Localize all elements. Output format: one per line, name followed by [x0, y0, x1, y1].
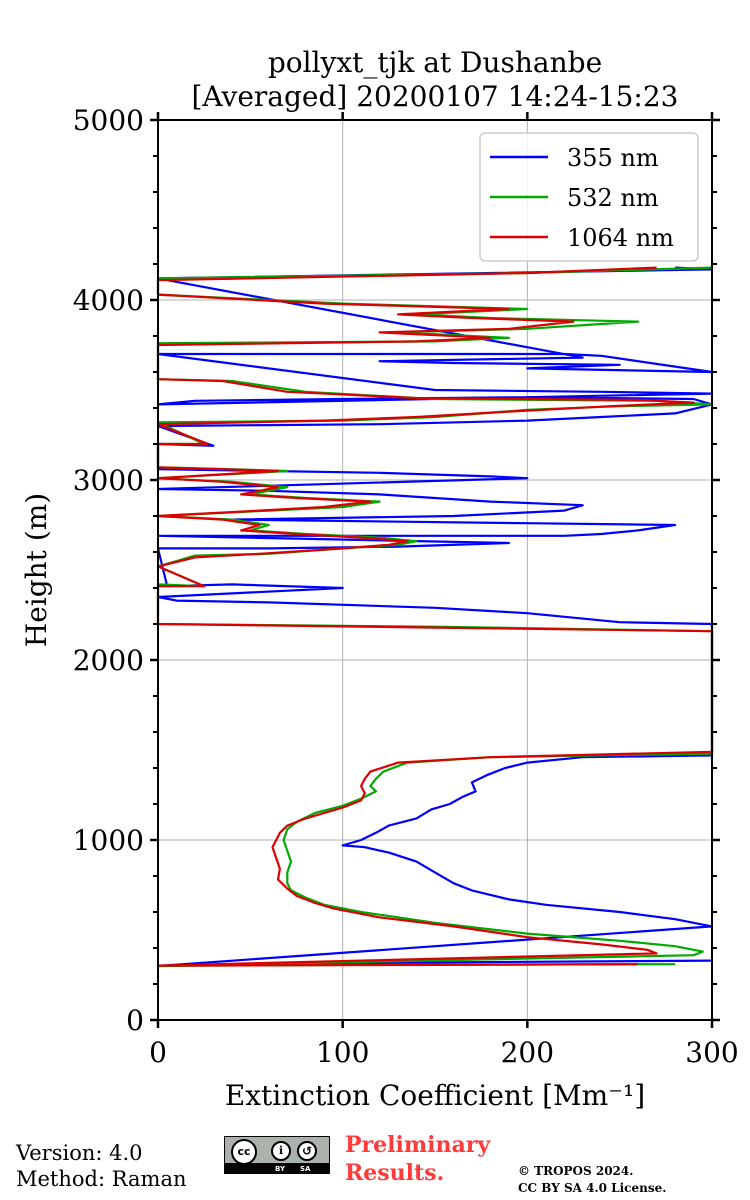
x-tick-label: 0: [149, 1036, 167, 1069]
legend: 355 nm 532 nm 1064 nm: [479, 132, 699, 262]
chart-subtitle: [Averaged] 20200107 14:24-15:23: [192, 80, 679, 113]
series-line-355-nm: [156, 266, 714, 968]
chart-title: pollyxt_tjk at Dushanbe: [268, 46, 602, 79]
series-line-1064-nm: [156, 266, 714, 967]
by-label: BY: [275, 1165, 286, 1173]
legend-label: 355 nm: [567, 144, 659, 172]
version-label: Version: 4.0: [16, 1141, 143, 1165]
y-tick-label: 4000: [73, 284, 144, 317]
legend-label: 532 nm: [567, 184, 659, 212]
y-tick-label: 2000: [73, 644, 144, 677]
extinction-chart: pollyxt_tjk at Dushanbe [Averaged] 20200…: [20, 46, 739, 1112]
series-line-532-nm: [156, 266, 714, 968]
y-tick-label: 5000: [73, 104, 144, 137]
series-lines: [156, 266, 714, 968]
copyright-label: © TROPOS 2024.: [518, 1164, 634, 1178]
x-tick-label: 100: [316, 1036, 369, 1069]
x-axis-label: Extinction Coefficient [Mm⁻¹]: [225, 1079, 645, 1112]
cc-license-badge: cc ℹ ↺ BY SA: [224, 1136, 330, 1174]
legend-label: 1064 nm: [567, 224, 674, 252]
plot-frame: [157, 119, 713, 1021]
cc-icon: cc: [231, 1139, 257, 1165]
by-person-icon: ℹ: [271, 1141, 291, 1161]
x-tick-label: 300: [685, 1036, 738, 1069]
legend-box: [479, 132, 699, 262]
x-tick-label: 200: [501, 1036, 554, 1069]
y-tick-label: 0: [126, 1004, 144, 1037]
sa-share-icon: ↺: [297, 1141, 317, 1161]
sa-label: SA: [300, 1165, 311, 1173]
method-label: Method: Raman: [16, 1167, 187, 1191]
y-axis-label: Height (m): [20, 493, 53, 647]
y-tick-label: 1000: [73, 824, 144, 857]
y-tick-label: 3000: [73, 464, 144, 497]
preliminary-label: Preliminary: [345, 1132, 491, 1158]
results-label: Results.: [345, 1160, 445, 1186]
license-label: CC BY SA 4.0 License.: [518, 1181, 667, 1195]
